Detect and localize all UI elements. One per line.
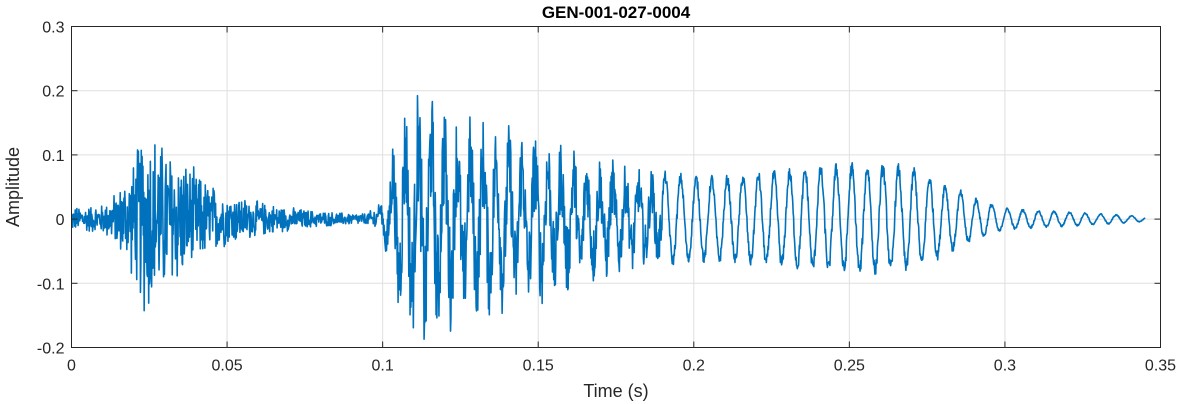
y-axis-ticks: -0.2 -0.1 0 0.1 0.2 0.3 <box>37 20 1161 358</box>
x-tick-label: 0 <box>67 358 76 375</box>
y-tick-label: -0.2 <box>37 341 65 358</box>
x-tick-label: 0.2 <box>683 358 705 375</box>
grid <box>71 26 1161 348</box>
y-tick-label: 0.2 <box>42 84 64 101</box>
x-tick-label: 0.25 <box>834 358 865 375</box>
x-tick-label: 0.15 <box>523 358 554 375</box>
y-tick-label: 0.1 <box>42 148 64 165</box>
x-tick-label: 0.05 <box>212 358 243 375</box>
x-axis-ticks: 0 0.05 0.1 0.15 0.2 0.25 0.3 0.35 <box>67 26 1176 375</box>
axes-frame <box>71 26 1161 348</box>
chart-title: GEN-001-027-0004 <box>542 3 691 22</box>
y-tick-label: 0.3 <box>42 20 64 37</box>
x-tick-label: 0.35 <box>1145 358 1176 375</box>
plot-area <box>70 94 1146 340</box>
y-tick-label: -0.1 <box>37 276 65 293</box>
y-tick-label: 0 <box>56 212 65 229</box>
signal-line <box>70 94 1146 340</box>
x-tick-label: 0.3 <box>994 358 1016 375</box>
y-axis-label: Amplitude <box>3 147 23 227</box>
x-axis-label: Time (s) <box>583 381 648 401</box>
x-tick-label: 0.1 <box>372 358 394 375</box>
